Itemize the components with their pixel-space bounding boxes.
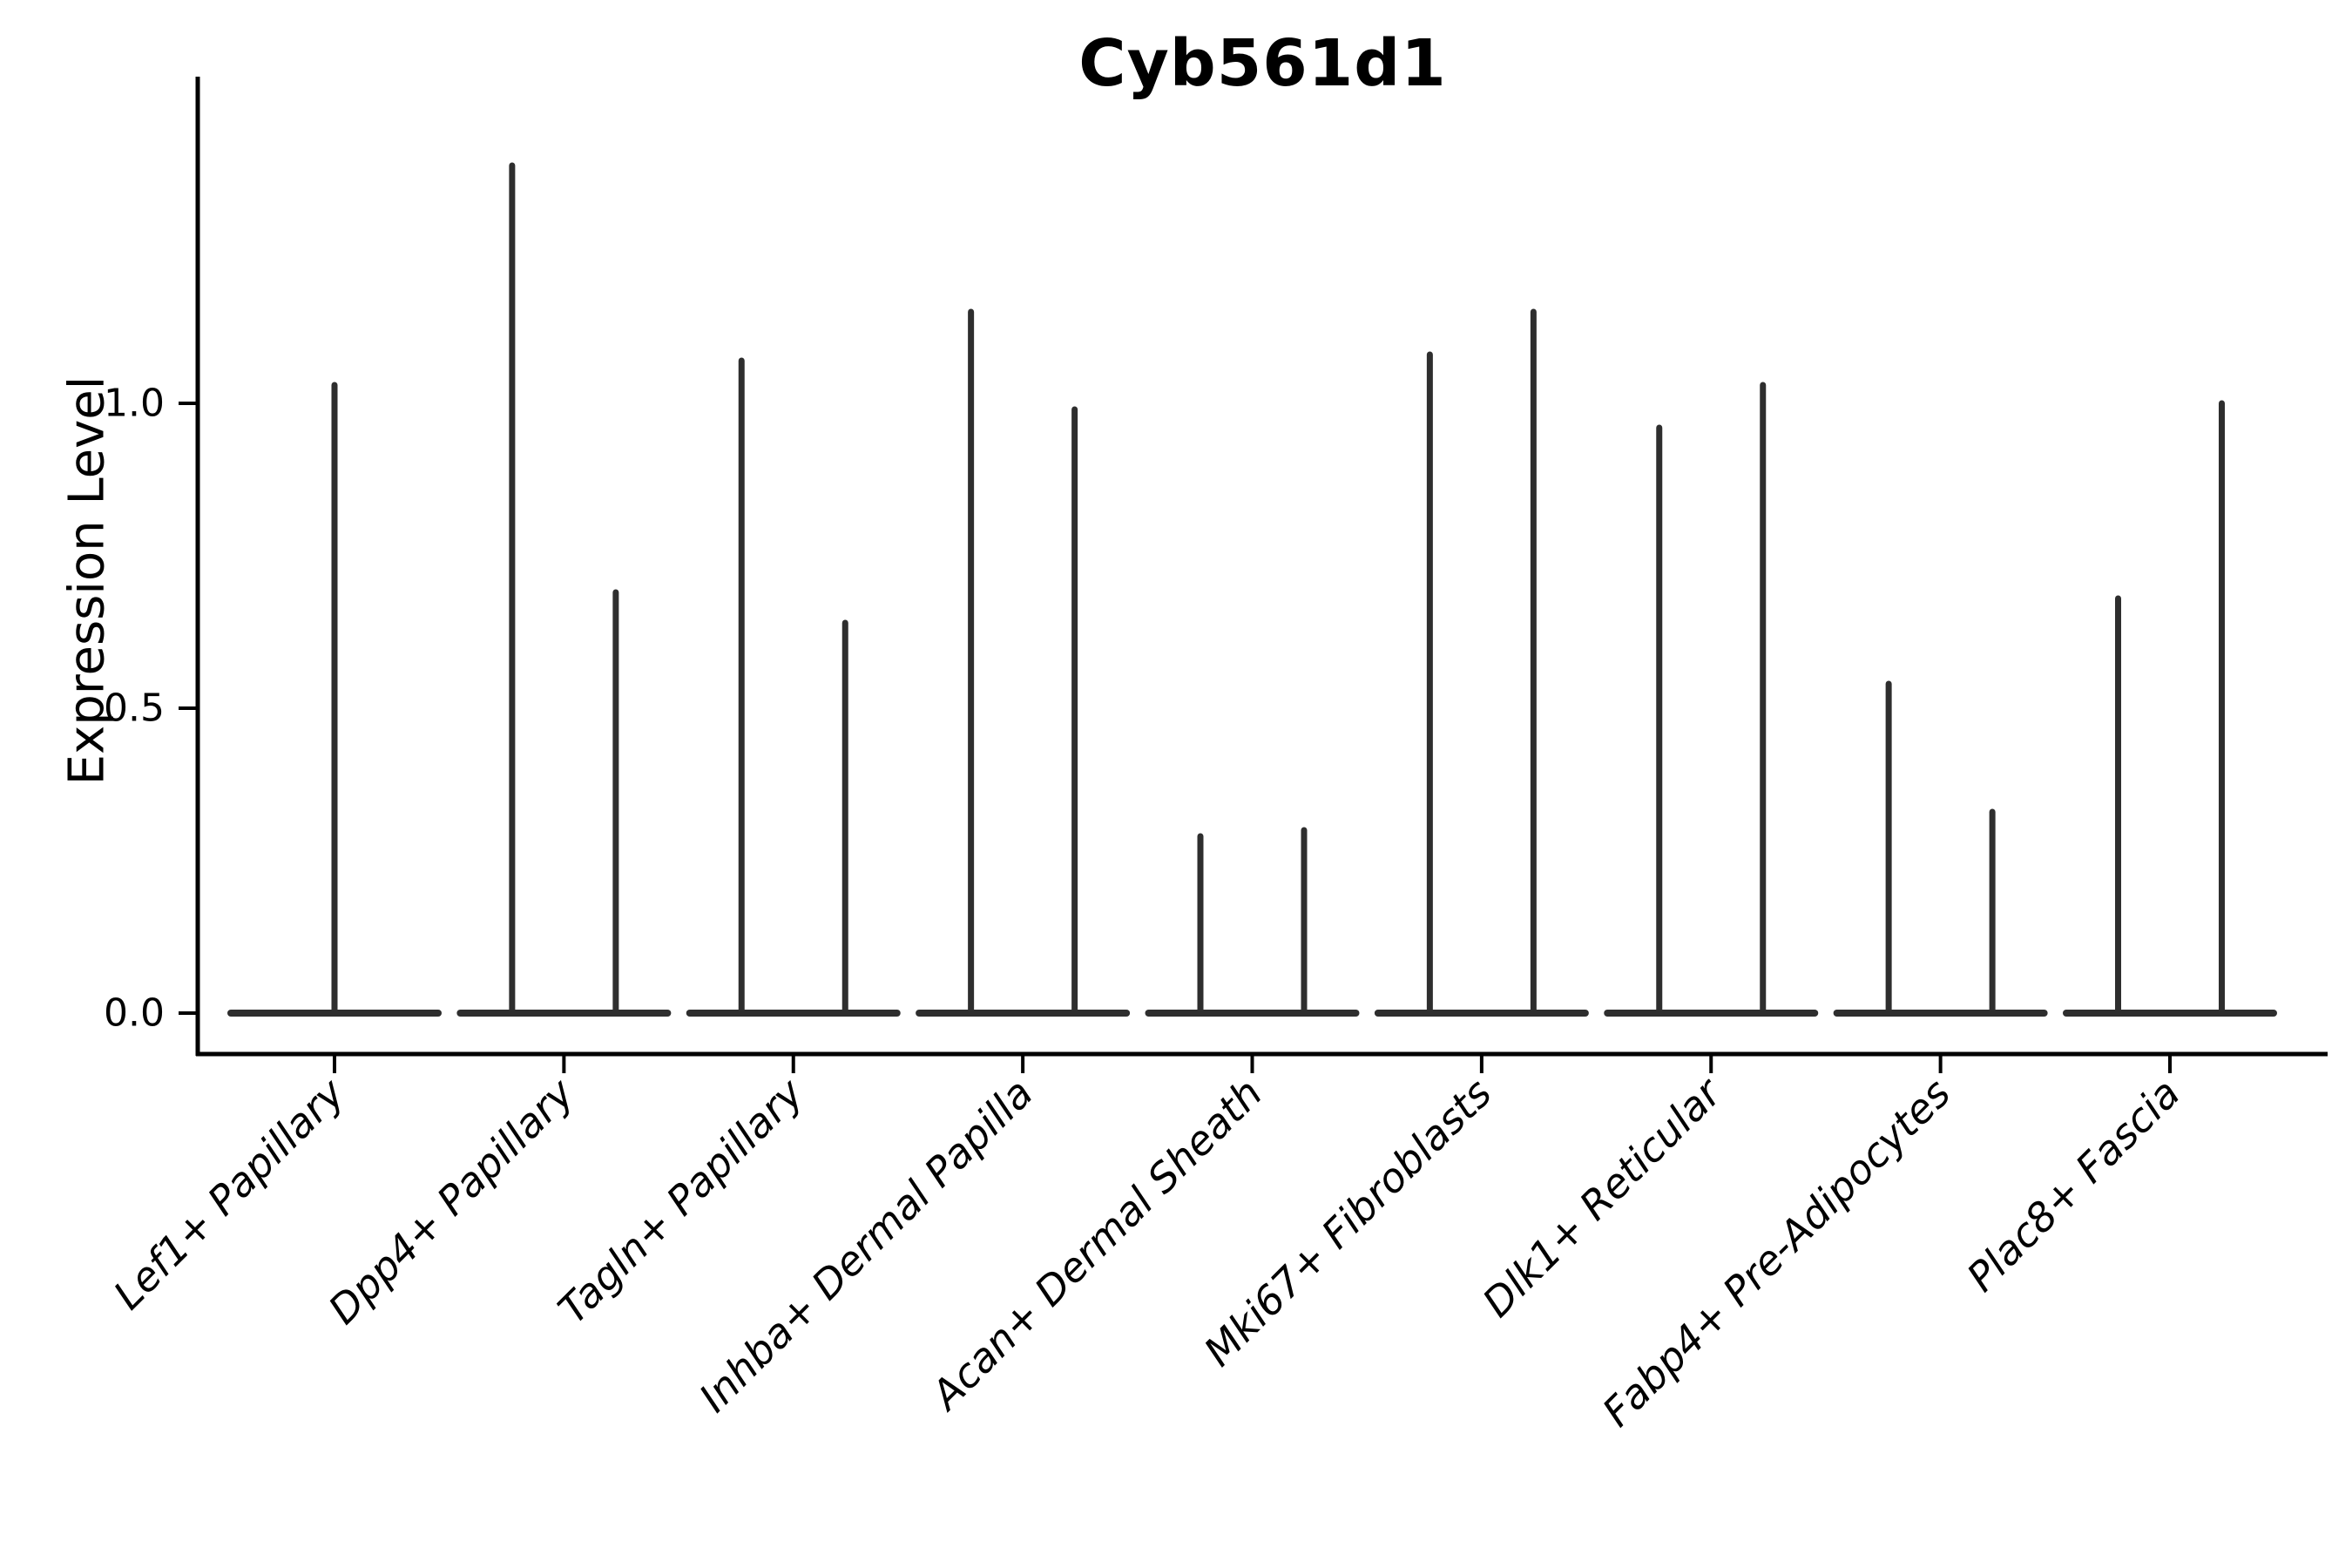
x-tick-label-2: Tagln+ Papillary: [549, 1069, 813, 1333]
y-tick-label-1.0: 1.0: [104, 382, 165, 426]
y-tick-label-0.5: 0.5: [104, 686, 165, 731]
y-tick-label-0.0: 0.0: [104, 991, 165, 1036]
x-tick-label-1: Dpp4+ Papillary: [319, 1069, 583, 1333]
x-tick-label-8: Plac8+ Fascia: [1957, 1070, 2188, 1301]
x-tick-label-6: Dlk1+ Reticular: [1473, 1067, 1732, 1326]
chart-title: Cyb561d1: [1078, 26, 1447, 101]
x-tick-label-0: Lef1+ Papillary: [105, 1069, 354, 1318]
